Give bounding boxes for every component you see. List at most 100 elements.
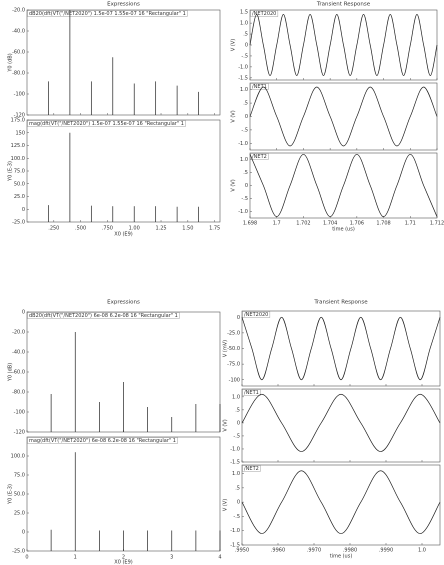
plot-frame (249, 82, 438, 151)
y-axis-label: V (V) (223, 419, 229, 431)
trace-name: /NET2020 (252, 11, 276, 17)
y-tick-label: 0 (22, 207, 25, 213)
trace-name: mag(dft(VT("/NET2020") 1.5e-07 1.55e-07 … (29, 121, 184, 127)
y-tick-label: -40.0 (12, 350, 25, 356)
x-tick-label: .500 (75, 226, 86, 232)
y-tick-label: -100 (229, 377, 240, 383)
x-tick-label: .9960 (271, 548, 285, 554)
y-axis-label: Y0 (dB) (8, 53, 14, 72)
y-tick-label: 1.0 (232, 471, 240, 477)
y-tick-label: 0 (237, 420, 240, 426)
x-tick-label: 1.00 (129, 226, 140, 232)
y-tick-label: -1.5 (238, 75, 248, 81)
y-tick-label: 50.0 (14, 181, 25, 187)
x-tick-label: 1.50 (182, 226, 193, 232)
x-tick-label: 1.0 (418, 548, 426, 554)
y-tick-label: -.5 (233, 514, 240, 520)
x-tick-label: 1.71 (405, 221, 416, 227)
y-tick-label: -1.0 (238, 209, 248, 215)
y-tick-label: -1.0 (230, 446, 240, 452)
y-tick-label: -1.0 (238, 141, 248, 147)
y-tick-label: 1.0 (232, 394, 240, 400)
y-tick-label: -1.0 (230, 528, 240, 534)
trace-name-box (250, 83, 269, 90)
trace-name: /NET2 (244, 466, 259, 472)
x-axis-label: X0 (E9) (114, 232, 132, 238)
y-tick-label: -.5 (233, 433, 240, 439)
y-tick-label: .5 (243, 101, 248, 107)
x-tick-label: 1.702 (296, 221, 310, 227)
x-tick-label: 3 (170, 555, 173, 561)
y-tick-label: -1.5 (230, 460, 240, 466)
y-tick-label: -.5 (241, 196, 248, 202)
y-tick-label: 0 (237, 315, 240, 321)
trace-name-box (27, 437, 178, 444)
y-tick-label: 150 (15, 130, 25, 136)
y-tick-label: -100 (14, 92, 25, 98)
y-tick-label: 175.0 (11, 118, 25, 124)
trace-name-box (250, 10, 279, 17)
y-axis-label: Y0 (dB) (8, 363, 14, 382)
panel-title: Expressions (107, 300, 140, 306)
trace-name-box (242, 465, 261, 472)
y-tick-label: 1.5 (240, 10, 248, 16)
y-tick-label: 0 (245, 183, 248, 189)
y-tick-label: 50.0 (14, 492, 25, 498)
y-tick-label: 100.0 (11, 454, 25, 460)
y-tick-label: -20.0 (12, 330, 25, 336)
panel-title: Expressions (107, 2, 140, 8)
plot-frame (26, 9, 221, 116)
trace-name: dB20(dft(VT("/NET2020") 6e-08 6.2e-08 16… (29, 313, 178, 319)
x-tick-label: 4 (218, 555, 221, 561)
y-tick-label: 100.0 (11, 156, 25, 162)
x-axis-label: time (us) (332, 227, 355, 233)
y-tick-label: -80.0 (12, 71, 25, 77)
x-tick-label: 1 (74, 555, 77, 561)
plot-frame (241, 464, 441, 546)
x-tick-label: 1.712 (430, 221, 444, 227)
trace-name-box (27, 10, 188, 17)
trace-name: dB20(dft(VT("/NET2020") 1.5e-07 1.55e-07… (29, 11, 186, 17)
y-tick-label: 1.0 (240, 157, 248, 163)
y-tick-label: -50.0 (227, 346, 240, 352)
panel-title: Transient Response (313, 300, 368, 306)
y-tick-label: -1.0 (238, 64, 248, 70)
trace-name-box (250, 153, 269, 160)
y-tick-label: .5 (243, 170, 248, 176)
trace-name: /NET2 (252, 154, 267, 160)
y-tick-label: -25.0 (227, 330, 240, 336)
x-tick-label: .750 (102, 226, 113, 232)
trace-name-box (27, 120, 186, 127)
y-tick-label: 0 (22, 530, 25, 536)
waveform (241, 470, 441, 534)
trace-name: /NET2020 (244, 312, 268, 318)
y-tick-label: 25.0 (14, 194, 25, 200)
y-tick-label: -75.0 (227, 362, 240, 368)
waveform (249, 86, 438, 147)
y-tick-label: -120 (14, 430, 25, 436)
x-tick-label: 1.75 (209, 226, 220, 232)
y-tick-label: 75.0 (14, 169, 25, 175)
y-tick-label: .5 (235, 407, 240, 413)
y-tick-label: -80.0 (12, 390, 25, 396)
y-tick-label: -20.0 (12, 8, 25, 14)
y-tick-label: 0 (245, 114, 248, 120)
trace-name-box (27, 312, 180, 319)
waveform (241, 316, 441, 381)
y-axis-label: V (mV) (223, 340, 229, 357)
y-tick-label: 1.0 (240, 87, 248, 93)
y-axis-label: Y0 (E-3) (8, 484, 14, 505)
panel-title: Transient Response (316, 2, 371, 8)
x-tick-label: .9970 (307, 548, 321, 554)
y-axis-label: V (V) (231, 110, 237, 122)
y-tick-label: 0 (237, 500, 240, 506)
y-tick-label: 1.0 (240, 21, 248, 27)
y-tick-label: -100 (14, 410, 25, 416)
x-tick-label: .250 (48, 226, 59, 232)
trace-name-box (242, 311, 271, 318)
y-axis-label: V (V) (223, 499, 229, 511)
trace-name-box (242, 389, 261, 396)
y-tick-label: -.5 (241, 127, 248, 133)
y-axis-label: V (V) (231, 179, 237, 191)
